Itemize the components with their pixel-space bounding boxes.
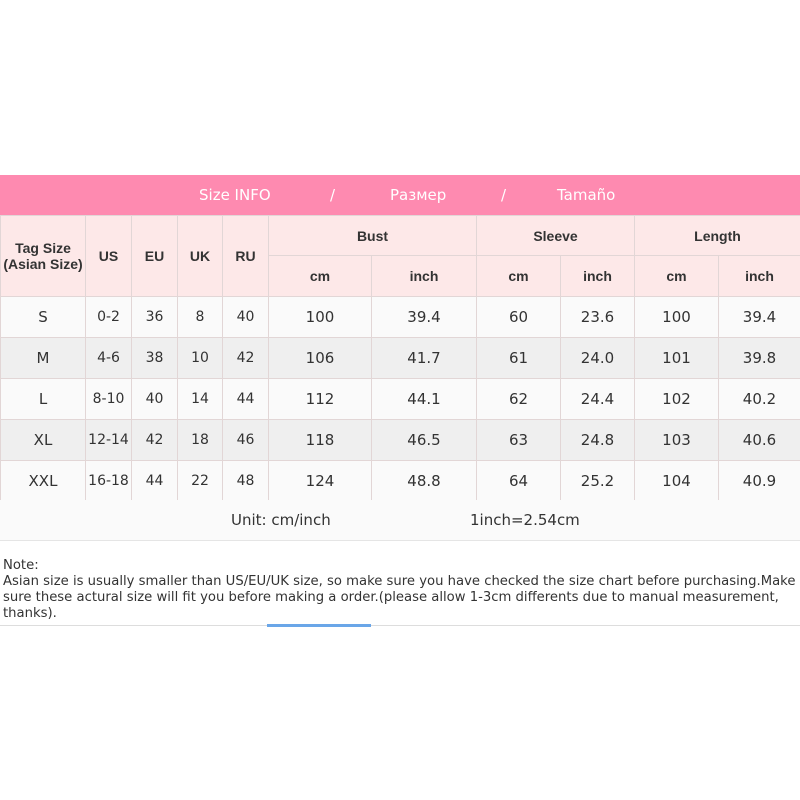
header-tag-size: Tag Size (Asian Size): [0, 215, 86, 297]
table-cell: 44: [131, 460, 178, 502]
header-uk: UK: [177, 215, 223, 297]
table-cell: 60: [476, 296, 561, 338]
header-sleeve: Sleeve: [476, 215, 635, 256]
accent-line: [267, 624, 371, 627]
table-cell: 64: [476, 460, 561, 502]
note-text: Asian size is usually smaller than US/EU…: [3, 574, 796, 621]
table-cell: 12-14: [85, 419, 132, 461]
table-cell: 44: [222, 378, 269, 420]
table-cell: 4-6: [85, 337, 132, 379]
table-cell: 100: [634, 296, 719, 338]
table-cell: 48: [222, 460, 269, 502]
size-info-banner: Size INFO / Размер / Tamaño: [0, 175, 800, 215]
table-cell: 118: [268, 419, 372, 461]
table-cell: L: [0, 378, 86, 420]
table-cell: 39.4: [371, 296, 477, 338]
table-cell: 104: [634, 460, 719, 502]
table-row: M 4-6 38 10 42 106 41.7 61 24.0 101 39.8: [0, 337, 800, 379]
table-cell: 14: [177, 378, 223, 420]
table-cell: 46.5: [371, 419, 477, 461]
banner-separator: /: [330, 186, 336, 204]
table-cell: 40: [131, 378, 178, 420]
note-title: Note:: [3, 558, 39, 573]
table-cell: 25.2: [560, 460, 635, 502]
banner-title-ru: Размер: [390, 186, 447, 204]
table-cell: 102: [634, 378, 719, 420]
table-row: S 0-2 36 8 40 100 39.4 60 23.6 100 39.4: [0, 296, 800, 338]
header-eu: EU: [131, 215, 178, 297]
table-cell: XL: [0, 419, 86, 461]
table-cell: 106: [268, 337, 372, 379]
table-cell: 10: [177, 337, 223, 379]
table-cell: 18: [177, 419, 223, 461]
table-cell: 42: [131, 419, 178, 461]
table-cell: 46: [222, 419, 269, 461]
table-cell: 100: [268, 296, 372, 338]
unit-label: Unit: cm/inch: [231, 511, 331, 529]
table-cell: 103: [634, 419, 719, 461]
header-ru: RU: [222, 215, 269, 297]
table-cell: S: [0, 296, 86, 338]
header-sleeve-cm: cm: [476, 255, 561, 297]
table-cell: 8-10: [85, 378, 132, 420]
unit-row: Unit: cm/inch 1inch=2.54cm: [0, 500, 800, 541]
table-cell: 39.4: [718, 296, 800, 338]
header-bust-cm: cm: [268, 255, 372, 297]
banner-separator: /: [501, 186, 507, 204]
table-cell: 62: [476, 378, 561, 420]
table-cell: 8: [177, 296, 223, 338]
table-cell: 40.6: [718, 419, 800, 461]
table-cell: 40: [222, 296, 269, 338]
header-length: Length: [634, 215, 800, 256]
header-us: US: [85, 215, 132, 297]
note-area: [0, 541, 800, 626]
table-cell: 22: [177, 460, 223, 502]
table-cell: 0-2: [85, 296, 132, 338]
header-bust-inch: inch: [371, 255, 477, 297]
banner-title-en: Size INFO: [199, 186, 271, 204]
table-cell: 23.6: [560, 296, 635, 338]
header-sleeve-inch: inch: [560, 255, 635, 297]
note: Note: Asian size is usually smaller than…: [3, 558, 800, 622]
table-cell: 38: [131, 337, 178, 379]
table-cell: 40.9: [718, 460, 800, 502]
table-cell: 42: [222, 337, 269, 379]
table-cell: 24.8: [560, 419, 635, 461]
table-cell: M: [0, 337, 86, 379]
table-cell: 41.7: [371, 337, 477, 379]
table-cell: 39.8: [718, 337, 800, 379]
header-length-cm: cm: [634, 255, 719, 297]
header-bust: Bust: [268, 215, 477, 256]
table-cell: 24.0: [560, 337, 635, 379]
header-length-inch: inch: [718, 255, 800, 297]
table-cell: 101: [634, 337, 719, 379]
table-cell: 16-18: [85, 460, 132, 502]
table-cell: 61: [476, 337, 561, 379]
table-cell: 40.2: [718, 378, 800, 420]
table-cell: 24.4: [560, 378, 635, 420]
table-cell: 44.1: [371, 378, 477, 420]
table-cell: 48.8: [371, 460, 477, 502]
table-row: XL 12-14 42 18 46 118 46.5 63 24.8 103 40.6: [0, 419, 800, 461]
table-cell: 36: [131, 296, 178, 338]
table-cell: 112: [268, 378, 372, 420]
table-cell: 124: [268, 460, 372, 502]
table-row: XXL 16-18 44 22 48 124 48.8 64 25.2 104 40.9: [0, 460, 800, 502]
banner-title-es: Tamaño: [557, 186, 616, 204]
table-cell: 63: [476, 419, 561, 461]
unit-conversion: 1inch=2.54cm: [470, 511, 580, 529]
table-cell: XXL: [0, 460, 86, 502]
size-chart-table: Tag Size (Asian Size) US EU UK RU Bust S…: [0, 215, 800, 502]
table-row: L 8-10 40 14 44 112 44.1 62 24.4 102 40.2: [0, 378, 800, 420]
